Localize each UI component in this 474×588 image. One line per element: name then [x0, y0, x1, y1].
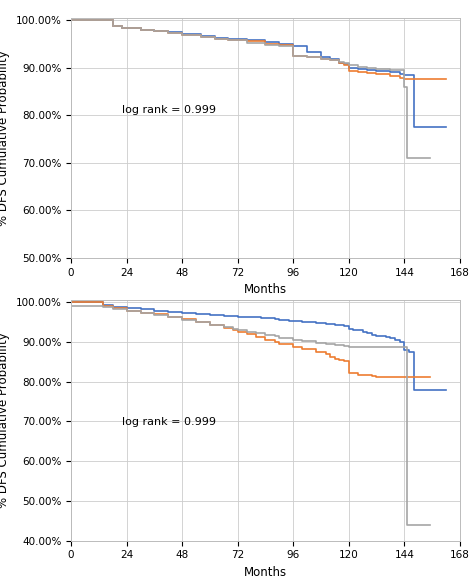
X-axis label: Months: Months — [244, 566, 287, 579]
Legend: TOTAL POPULATION, ODX 11 - 25, aMMs > 12 & ≤ 18: TOTAL POPULATION, ODX 11 - 25, aMMs > 12… — [91, 306, 440, 316]
X-axis label: Months: Months — [244, 283, 287, 296]
Text: (B): (B) — [255, 330, 275, 343]
Y-axis label: % DFS Cumulative Probability: % DFS Cumulative Probability — [0, 333, 10, 509]
Text: log rank = 0.999: log rank = 0.999 — [122, 105, 216, 115]
Y-axis label: % DFS Cumulative Probability: % DFS Cumulative Probability — [0, 50, 10, 226]
Text: log rank = 0.999: log rank = 0.999 — [122, 417, 216, 427]
